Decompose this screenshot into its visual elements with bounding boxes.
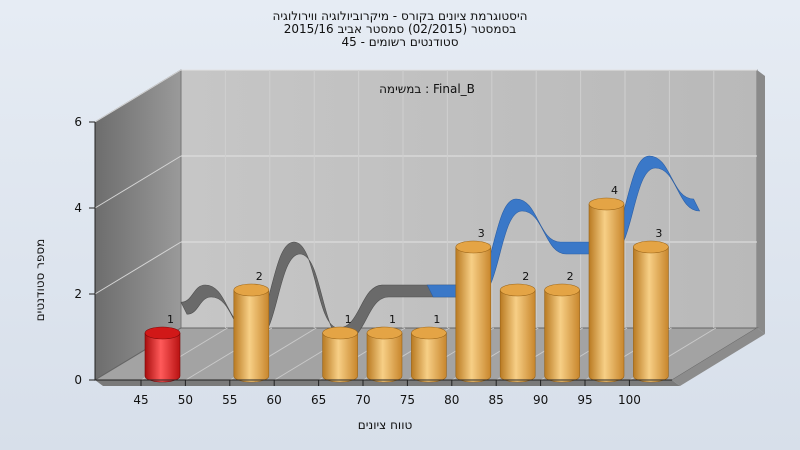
trend-ribbon-front xyxy=(426,155,701,298)
x-tick-label: 55 xyxy=(222,393,237,407)
bar-cap xyxy=(144,326,181,340)
chart-title: היסטוגרמת ציונים בקורס - מיקרוביולוגיה ו… xyxy=(0,10,800,49)
grid-line-side xyxy=(94,241,182,295)
bar-cap xyxy=(366,326,403,340)
bar-100: 3 xyxy=(633,227,669,383)
x-tick-label: 45 xyxy=(133,393,148,407)
bars-group: 1 2 1 1 1 3 2 2 4 3 xyxy=(144,184,669,383)
x-tick-label: 100 xyxy=(618,393,641,407)
data-label: 1 xyxy=(433,313,440,326)
y-tick-label: 6 xyxy=(74,115,82,129)
x-tick-label: 80 xyxy=(444,393,459,407)
x-tick-label: 60 xyxy=(267,393,282,407)
bar-cap xyxy=(411,326,447,340)
grid-line-side xyxy=(94,69,182,123)
bar-75: 1 xyxy=(411,313,447,383)
floor-edge xyxy=(95,380,680,386)
title-line-1: היסטוגרמת ציונים בקורס - מיקרוביולוגיה ו… xyxy=(272,9,528,23)
bar-85: 2 xyxy=(499,270,536,383)
bar-cap xyxy=(499,283,536,297)
x-tick-label: 75 xyxy=(400,393,415,407)
bar-body xyxy=(544,289,580,383)
data-label: 4 xyxy=(611,184,618,197)
bar-cap xyxy=(322,326,358,340)
y-tick-label: 0 xyxy=(74,373,82,387)
bar-body xyxy=(455,246,492,383)
x-tick-label: 90 xyxy=(533,393,548,407)
x-tick-label: 50 xyxy=(178,393,193,407)
bar-body xyxy=(499,289,536,383)
bar-cap xyxy=(455,240,492,254)
bar-55: 2 xyxy=(233,270,270,383)
bar-65: 1 xyxy=(322,313,358,383)
data-label: 2 xyxy=(522,270,529,283)
bar-70: 1 xyxy=(366,313,403,383)
grid-line-side xyxy=(94,155,182,209)
task-annotation: במשימה : Final_B xyxy=(379,82,475,96)
bar-body xyxy=(588,203,625,383)
bar-cap xyxy=(633,240,669,254)
data-label: 1 xyxy=(167,313,174,326)
bar-80: 3 xyxy=(455,227,492,383)
x-tick-label: 85 xyxy=(489,393,504,407)
data-label: 2 xyxy=(256,270,263,283)
bar-95: 4 xyxy=(588,184,625,383)
y-tick-label: 2 xyxy=(74,287,82,301)
data-label: 2 xyxy=(567,270,574,283)
bar-body xyxy=(322,332,358,383)
bar-body xyxy=(144,332,181,383)
bar-90: 2 xyxy=(544,270,580,383)
axes-group: 0 2 4 6 45 50 55 60 65 70 75 80 85 90 95 100 xyxy=(74,115,672,407)
data-label: 1 xyxy=(389,313,396,326)
floor-edge-side xyxy=(672,328,765,386)
bar-cap xyxy=(544,283,580,297)
bar-body xyxy=(366,332,403,383)
back-wall-edge xyxy=(757,70,765,334)
title-line-3: סטודנטים רשומים - 45 xyxy=(341,35,459,49)
y-tick-label: 4 xyxy=(74,201,82,215)
x-axis-label: טווח ציונים xyxy=(357,418,413,432)
title-line-2: בסמסטר (02/2015) סמסטר אביב 2015/16 xyxy=(283,22,517,36)
x-tick-label: 70 xyxy=(355,393,370,407)
x-tick-label: 95 xyxy=(577,393,592,407)
bar-body xyxy=(633,246,669,383)
bar-body xyxy=(233,289,270,383)
bar-cap xyxy=(588,197,625,211)
data-label: 1 xyxy=(345,313,352,326)
data-label: 3 xyxy=(655,227,662,240)
bar-body xyxy=(411,332,447,383)
data-label: 3 xyxy=(478,227,485,240)
bar-cap xyxy=(233,283,270,297)
bar-45: 1 xyxy=(144,313,181,383)
x-tick-label: 65 xyxy=(311,393,326,407)
